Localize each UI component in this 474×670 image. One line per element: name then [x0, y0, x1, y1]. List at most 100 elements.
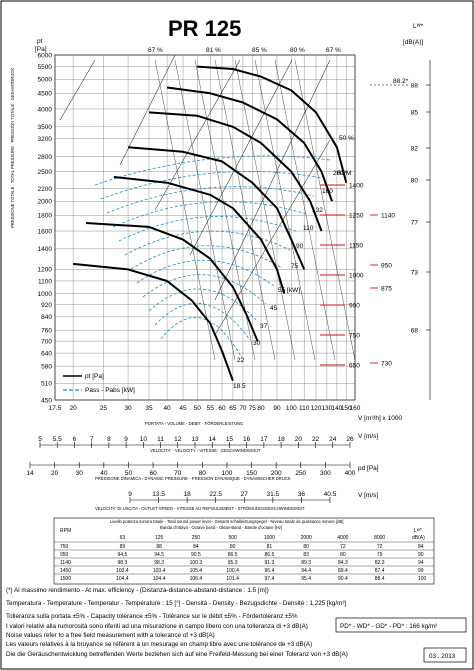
v-ms-caption: VELOCITA' - VELOCITY - VITESSE - GESCHWI…: [150, 448, 261, 453]
x-tick-label: 100: [286, 405, 297, 412]
lw-tick-label: 68: [411, 327, 419, 334]
date-box: [423, 647, 467, 663]
lw-marker: 88.2*: [393, 78, 409, 85]
table-cell: 106.4: [190, 576, 203, 582]
y-tick-label: 3200: [38, 136, 53, 143]
scale-tick-label: 14: [209, 436, 217, 443]
scale-tick-label: 150: [246, 470, 257, 477]
y-tick-label: 920: [41, 302, 52, 309]
rpm-value: 1000: [349, 272, 364, 279]
rpm-header: RPM: [337, 170, 351, 177]
scale-tick-label: 22: [312, 436, 320, 443]
scale-tick-label: 13.5: [152, 491, 165, 498]
legend-pt-label: pt [Pa]: [85, 373, 104, 380]
table-row-rpm: 1450: [60, 568, 71, 574]
scale-tick-label: 16: [243, 436, 251, 443]
rpm-value: 900: [349, 302, 360, 309]
efficiency-line: [254, 59, 316, 361]
table-row-lw: 100: [418, 576, 427, 582]
y-tick-label: 2200: [38, 186, 53, 193]
lw-unit-line1: Lᵂ*: [413, 23, 424, 30]
efficiency-line: [154, 59, 241, 211]
power-curve: [118, 216, 299, 242]
table-cell: 88.4: [375, 576, 385, 582]
rpm-right-value: 730: [381, 360, 392, 367]
power-label: 45: [270, 305, 278, 312]
power-curve: [94, 155, 331, 186]
scale-tick-label: 11: [157, 436, 164, 443]
y-tick-labels: 6000 5500 5000 4500 4000 3500 3200 2800 2500 2200…: [38, 52, 53, 404]
table-row-rpm: 950: [60, 552, 69, 558]
table-cell: 81: [267, 544, 273, 550]
table-lw-unit: dB(A): [412, 535, 425, 541]
y-tick-label: 640: [41, 350, 52, 357]
scale-tick-label: 17: [260, 436, 268, 443]
efficiency-line: [189, 59, 293, 256]
scale-tick-label: 14: [26, 470, 34, 477]
rpm-value: 1400: [349, 182, 364, 189]
table-cell: 89.3: [301, 560, 311, 566]
efficiency-label: 67 %: [326, 47, 341, 54]
power-curve: [106, 186, 315, 214]
y-tick-label: 1000: [38, 291, 53, 298]
x-tick-label: 17.5: [49, 405, 62, 412]
lw-tick-label: 82: [411, 145, 419, 152]
scale-tick-label: 40: [100, 470, 108, 477]
lw-tick-label: 80: [411, 177, 419, 184]
table-cell: 98.3: [118, 560, 128, 566]
power-label: 75: [291, 263, 299, 270]
table-cell: 89.4: [338, 568, 348, 574]
table-cell: 101.4: [226, 576, 239, 582]
note-line: Tolleranza sulla portata ±5% - Capacity …: [6, 613, 298, 620]
efficiency-label: 67 %: [148, 47, 163, 54]
x-tick-label: 110: [299, 405, 310, 412]
table-band-header: 2000: [301, 535, 312, 541]
power-curve: [130, 245, 283, 270]
y-tick-label: 4500: [38, 91, 53, 98]
table-cell: 84: [193, 544, 199, 550]
rpm-curves: [73, 65, 348, 382]
chart-title: PR 125: [168, 16, 241, 41]
table-row-lw: 84: [418, 544, 424, 550]
power-label: 30: [253, 340, 261, 347]
power-curve: [154, 302, 251, 341]
table-cell: 95.3: [228, 560, 238, 566]
table-cell: 98.3: [154, 560, 164, 566]
vout-caption: VELOCITA' DI USCITA - OUTLET SPEED - VIT…: [95, 506, 305, 511]
power-label: 90: [296, 243, 304, 250]
table-cell: 80: [230, 544, 236, 550]
note-line: (*) Al massimo rendimento - At max. effi…: [6, 587, 269, 594]
note-line: Die die Geräuschentwicklung betreffenden…: [6, 651, 348, 658]
table-cell: 89: [120, 544, 126, 550]
table-row-rpm: 1500: [60, 576, 71, 582]
efficiency-labels: 67 % 81 % 85 % 80 % 67 % 50 %: [148, 47, 354, 142]
power-label: 200: [333, 170, 344, 177]
x-tick-label: 35: [145, 405, 153, 412]
efficiency-line: [214, 59, 331, 301]
x-tick-label: 30: [124, 405, 132, 412]
table-row-lw: 90: [418, 552, 424, 558]
efficiency-label: 50 %: [339, 135, 354, 142]
table-cell: 96.4: [265, 568, 275, 574]
table-row-lw: 99: [418, 568, 424, 574]
pd-box: [335, 617, 467, 633]
efficiency-line: [274, 59, 336, 361]
power-curve: [112, 201, 307, 228]
legend: pt [Pa] Pass - Pabs [kW]: [63, 373, 135, 394]
table-cell: 72: [377, 544, 383, 550]
scale-tick-label: 31.5: [267, 491, 280, 498]
legend-power-label: Pass - Pabs [kW]: [85, 387, 135, 394]
table-caption-1: Livello potenza sonora totale - Total so…: [110, 519, 343, 524]
rpm-curve: [197, 65, 348, 183]
x-tick-label: 65: [229, 405, 237, 412]
scale-tick-label: 26: [346, 436, 354, 443]
x-axis-unit: V [m³/h] x 1000: [358, 415, 402, 422]
efficiency-line: [154, 59, 216, 361]
table-cell: 103.4: [116, 568, 129, 574]
rpm-curve: [166, 86, 333, 202]
table-cell: 94.5: [118, 552, 128, 558]
scale-tick-label: 6: [73, 436, 77, 443]
scale-tick-label: 8: [107, 436, 111, 443]
table-cell: 82.3: [375, 560, 385, 566]
table-cell: 90.4: [338, 576, 348, 582]
